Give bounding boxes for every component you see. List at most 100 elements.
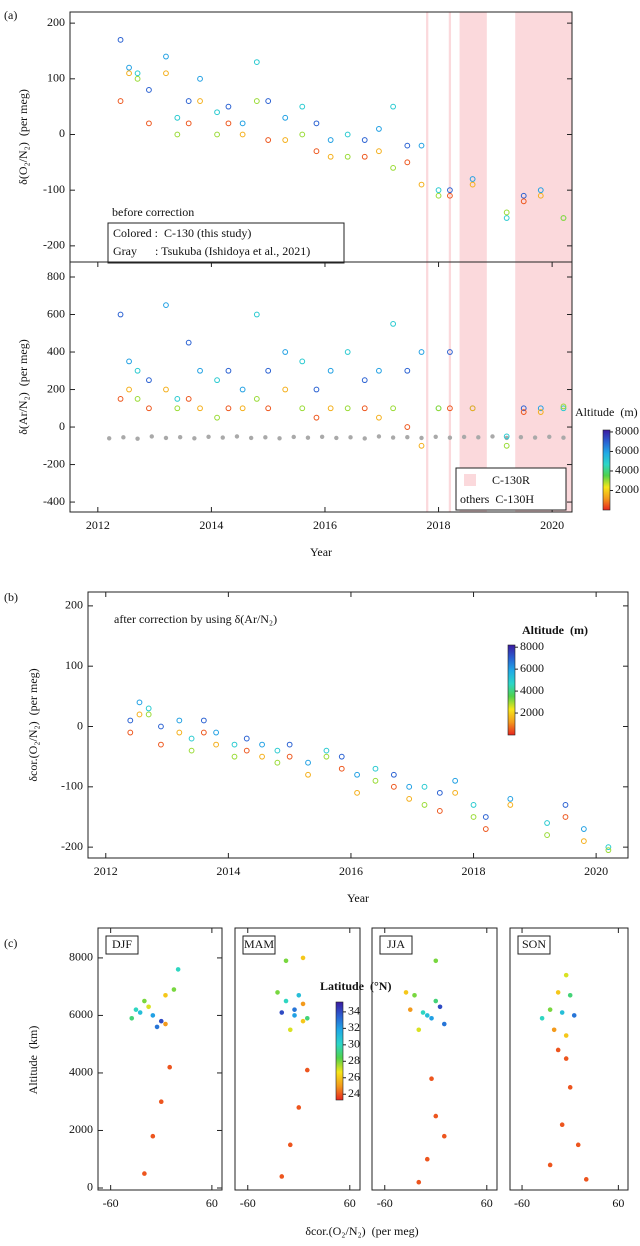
point [405, 434, 410, 440]
point [265, 405, 272, 412]
panel: -60 60 δcor.(O₂/N₂) (per meg) MAM Latitude (… [234, 927, 419, 1238]
point [136, 699, 143, 706]
point [421, 802, 428, 808]
point [305, 771, 311, 778]
point [376, 414, 382, 421]
point [167, 1064, 173, 1070]
point [559, 1122, 565, 1128]
plot-frame [371, 927, 498, 1191]
y-tick-label: 200 [65, 598, 83, 612]
point [220, 435, 225, 440]
point [433, 998, 439, 1004]
point [154, 1024, 160, 1030]
point [605, 844, 612, 851]
y-tick-label: 200 [47, 15, 65, 29]
point [503, 209, 510, 216]
point [292, 1013, 297, 1018]
y-tick-label: 6000 [69, 1007, 93, 1021]
point [106, 436, 112, 441]
point [185, 339, 192, 346]
point [461, 434, 467, 440]
y-tick-label: -100 [61, 779, 83, 793]
point [175, 967, 181, 972]
point [390, 165, 397, 171]
point [174, 405, 181, 412]
y-tick-label: 100 [47, 71, 65, 85]
point [305, 435, 311, 440]
point [327, 153, 334, 160]
point [567, 1085, 573, 1090]
point [344, 131, 351, 138]
point [361, 405, 368, 412]
colorbar [507, 644, 516, 736]
y-tick-label: 8000 [69, 950, 93, 964]
point [287, 1027, 293, 1033]
point [482, 826, 489, 832]
colorbar-tick-label: 2000 [615, 482, 639, 496]
point [532, 435, 538, 440]
point [419, 435, 424, 441]
point [300, 955, 306, 961]
point [447, 349, 453, 355]
point [197, 98, 203, 104]
x-tick-label: 2020 [584, 864, 608, 878]
y-tick-label: 200 [47, 381, 65, 395]
colorbar-tick-label: 34 [348, 1004, 360, 1018]
point [192, 436, 197, 441]
point [117, 311, 124, 318]
point [304, 1016, 310, 1021]
point [563, 1056, 569, 1061]
season-box [517, 935, 551, 955]
point [214, 109, 220, 116]
legend-swatch [464, 474, 476, 486]
point [248, 435, 254, 441]
point [560, 405, 567, 412]
point [390, 435, 396, 440]
point [452, 777, 459, 784]
point [146, 120, 152, 127]
point [126, 358, 132, 365]
legend-entry: Gray : Tsukuba (Ishidoya et al., 2021) [113, 244, 310, 258]
panel-label: (b) [4, 590, 18, 604]
point [126, 64, 132, 71]
point [137, 1010, 143, 1015]
point [418, 442, 425, 449]
point [441, 1021, 447, 1027]
point [563, 1033, 569, 1038]
point [231, 753, 238, 760]
point [575, 1142, 581, 1148]
y-tick-label: 400 [47, 344, 65, 358]
panel: -400 -200 0 200 400 600 800 2012 2014 2016 2018 202… [16, 261, 639, 559]
point [560, 215, 567, 221]
point [253, 311, 260, 318]
y-tick-label: 2000 [69, 1122, 93, 1136]
point [171, 987, 177, 992]
point [134, 75, 141, 82]
point [407, 1007, 413, 1012]
panel-label: (a) [4, 8, 17, 22]
point [299, 131, 306, 138]
point [447, 405, 453, 412]
point [146, 405, 152, 412]
point [390, 783, 397, 790]
season-label: DJF [112, 937, 132, 951]
point [323, 747, 330, 754]
point [447, 187, 453, 194]
legend-entry: others C-130H [460, 492, 534, 506]
colorbar-tick-label: 4000 [520, 683, 544, 697]
point [376, 126, 382, 132]
point [243, 735, 250, 742]
point [404, 142, 411, 149]
point [436, 808, 443, 814]
plot-frame [69, 261, 573, 513]
point [551, 1027, 557, 1033]
point [469, 176, 476, 182]
point [206, 434, 211, 439]
point [537, 405, 544, 412]
x-tick-label: 2012 [86, 518, 110, 532]
point [146, 377, 152, 384]
point [239, 131, 246, 138]
point [142, 998, 147, 1004]
colorbar-tick-label: 2000 [520, 705, 544, 719]
